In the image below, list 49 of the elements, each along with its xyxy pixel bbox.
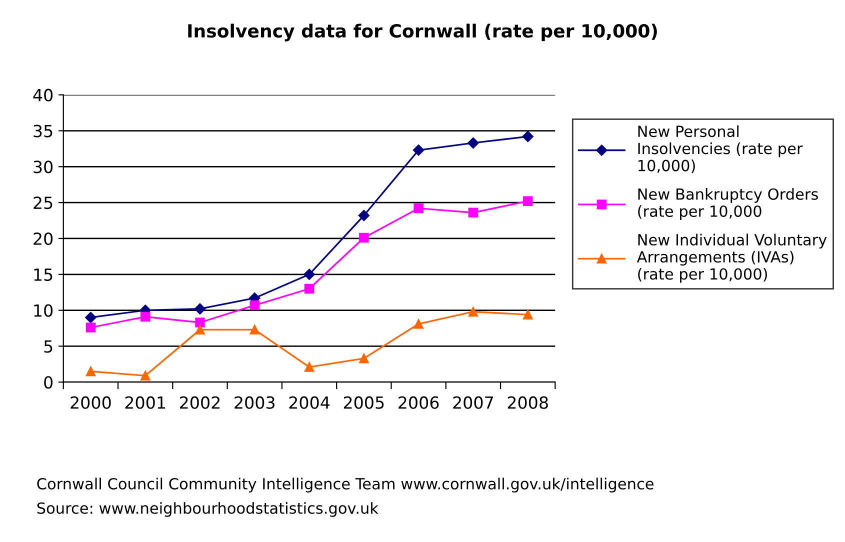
y-tick-label: 30 (34, 160, 53, 174)
chart-title: Insolvency data for Cornwall (rate per 10,000) (188, 24, 657, 42)
point (468, 306, 478, 317)
legend-label: New Personal Insolvencies (rate per 10,000) (638, 125, 803, 174)
legend-label: New Bankruptcy Orders (rate per 10,000 (638, 188, 818, 220)
y-tick-label: 5 (44, 340, 52, 353)
point (522, 130, 534, 142)
point (358, 210, 370, 222)
point (304, 268, 315, 280)
text: Cornwall Council Community Intelligence Team www.cornwall.gov.uk/intelligence (37, 478, 654, 492)
point (194, 303, 206, 314)
y-tick-label: 20 (34, 232, 53, 246)
y-tick-label: 15 (34, 268, 52, 281)
x-tick-label: 2005 (344, 396, 384, 409)
point (86, 322, 96, 332)
x-tick-label: 2007 (453, 396, 493, 409)
point (414, 319, 424, 329)
source-note: Source: www.neighbourhoodstatistics.gov.uk (37, 502, 378, 517)
point (140, 370, 150, 381)
x-tick-label: 2000 (70, 396, 111, 409)
point (412, 144, 424, 156)
point (195, 324, 205, 335)
y-tick-label: 0 (44, 376, 53, 389)
point (140, 312, 150, 322)
point (468, 208, 478, 218)
x-tick-label: 2008 (508, 396, 548, 409)
point (359, 354, 369, 364)
y-tick-label: 35 (34, 124, 52, 138)
x-tick-label: 2004 (289, 396, 330, 409)
point (86, 366, 96, 376)
point (250, 324, 260, 335)
point (304, 362, 314, 372)
y-tick-label: 40 (33, 88, 53, 102)
point (468, 137, 479, 149)
point (522, 310, 533, 320)
point (250, 300, 260, 310)
point (85, 312, 96, 324)
x-tick-label: 2006 (398, 396, 439, 409)
legend-label: New Individual Voluntary Arrangements (IVAs) (rate per 10,000) (636, 234, 827, 283)
x-tick-label: 2001 (125, 396, 166, 409)
point (359, 232, 369, 243)
x-tick-label: 2002 (180, 396, 220, 409)
point (195, 318, 205, 328)
y-tick-label: 10 (34, 304, 53, 317)
point (522, 196, 533, 206)
point (414, 203, 424, 214)
point (304, 284, 314, 294)
x-tick-label: 2003 (234, 396, 274, 409)
y-tick-label: 25 (34, 196, 52, 210)
